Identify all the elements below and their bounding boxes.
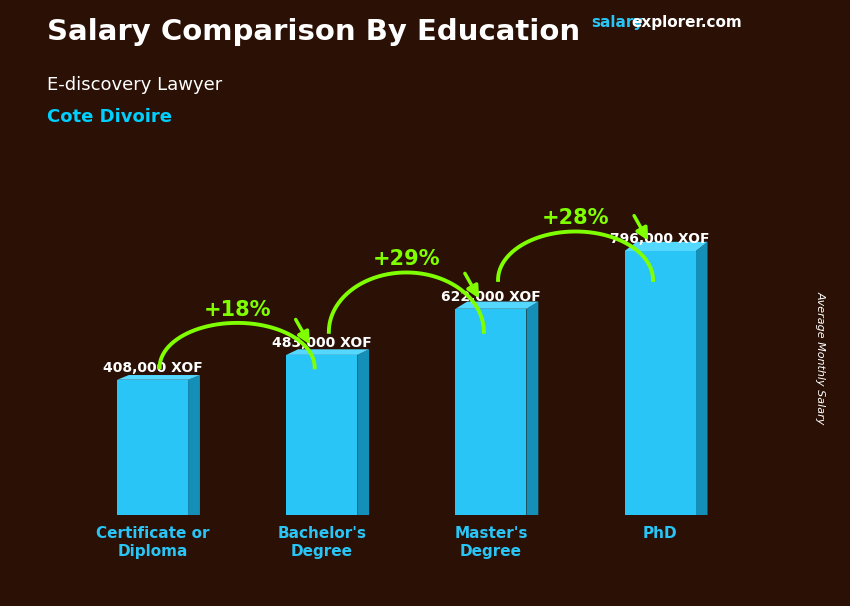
Polygon shape <box>117 375 200 380</box>
Bar <box>456 309 526 515</box>
Text: Cote Divoire: Cote Divoire <box>47 108 172 126</box>
Bar <box>286 355 357 515</box>
Text: 483,000 XOF: 483,000 XOF <box>272 336 371 350</box>
Text: explorer.com: explorer.com <box>632 15 742 30</box>
Polygon shape <box>456 302 538 309</box>
Text: salary: salary <box>591 15 643 30</box>
Text: Salary Comparison By Education: Salary Comparison By Education <box>47 18 580 46</box>
Polygon shape <box>188 375 200 515</box>
Text: 796,000 XOF: 796,000 XOF <box>610 232 710 246</box>
Text: Average Monthly Salary: Average Monthly Salary <box>815 291 825 424</box>
Polygon shape <box>625 242 707 251</box>
Polygon shape <box>695 242 707 515</box>
Bar <box>117 380 188 515</box>
Polygon shape <box>286 349 369 355</box>
Polygon shape <box>526 302 538 515</box>
Text: +29%: +29% <box>372 249 440 269</box>
Text: 408,000 XOF: 408,000 XOF <box>103 361 202 375</box>
Text: +28%: +28% <box>541 208 609 228</box>
Text: E-discovery Lawyer: E-discovery Lawyer <box>47 76 222 94</box>
Text: 622,000 XOF: 622,000 XOF <box>441 290 541 304</box>
Polygon shape <box>357 349 369 515</box>
Bar <box>625 251 695 515</box>
Text: +18%: +18% <box>203 300 271 320</box>
